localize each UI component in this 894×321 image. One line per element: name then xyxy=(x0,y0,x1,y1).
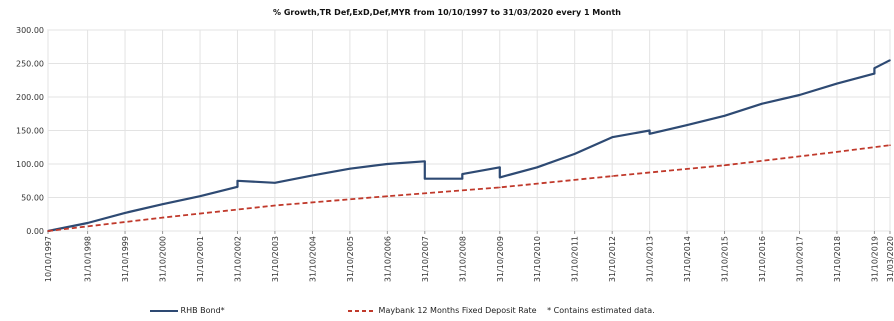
legend-swatch-maybank xyxy=(348,309,376,312)
data-point xyxy=(761,102,763,105)
data-point xyxy=(499,186,501,189)
data-point xyxy=(873,72,876,75)
data-point xyxy=(424,177,426,180)
data-point xyxy=(648,129,651,132)
y-tick-label: 150.00 xyxy=(16,127,44,136)
x-tick-label: 31/10/2002 xyxy=(233,236,242,282)
data-point xyxy=(686,124,688,126)
grid-lines xyxy=(47,29,891,232)
x-tick-label: 31/10/2005 xyxy=(346,236,355,282)
x-tick-label: 31/10/2011 xyxy=(571,236,580,282)
data-point xyxy=(161,203,164,205)
series-line-rhb-bond xyxy=(47,59,891,233)
series-group xyxy=(47,59,891,233)
y-tick-label: 200.00 xyxy=(16,93,44,102)
x-axis: 10/10/1997 31/10/1998 31/10/1999 31/10/2000… xyxy=(44,231,894,282)
x-tick-label: 31/10/2012 xyxy=(608,236,617,282)
data-point xyxy=(47,230,49,232)
y-axis: 0.00 50.00 100.00 150.00 200.00 250.00 300.00 xyxy=(16,26,44,236)
data-point xyxy=(611,175,613,177)
data-point xyxy=(161,216,164,219)
x-tick-label: 31/10/2000 xyxy=(159,236,168,282)
data-point xyxy=(274,182,276,184)
data-point xyxy=(648,133,651,135)
chart-title: % Growth,TR Def,ExD,Def,MYR from 10/10/1… xyxy=(273,8,621,17)
legend-item-maybank: Maybank 12 Months Fixed Deposit Rate * C… xyxy=(348,306,655,315)
x-tick-label: 31/03/2020 xyxy=(886,236,894,282)
series-line-maybank-fd xyxy=(47,144,891,232)
legend-item-rhb: RHB Bond* xyxy=(150,306,225,315)
legend-label-rhb: RHB Bond* xyxy=(180,306,225,315)
data-point xyxy=(889,59,891,61)
x-tick-label: 31/10/2003 xyxy=(271,236,280,282)
x-tick-label: 31/10/2014 xyxy=(683,236,692,282)
data-point xyxy=(424,160,426,163)
y-tick-label: 300.00 xyxy=(16,26,44,35)
estimated-note: * Contains estimated data. xyxy=(547,306,655,315)
data-point xyxy=(461,177,464,180)
x-tick-label: 31/10/2006 xyxy=(383,236,392,282)
data-point xyxy=(386,163,389,165)
x-tick-label: 31/10/2017 xyxy=(796,236,805,282)
data-point xyxy=(274,204,276,207)
x-tick-label: 31/10/2015 xyxy=(721,236,730,282)
x-tick-label: 31/10/1999 xyxy=(121,236,130,282)
data-point xyxy=(536,166,538,169)
data-point xyxy=(386,195,389,197)
data-point xyxy=(573,153,576,155)
x-tick-label: 31/10/1998 xyxy=(84,236,93,282)
data-point xyxy=(86,222,89,224)
x-tick-label: 31/10/2008 xyxy=(458,236,467,282)
data-point xyxy=(499,166,501,169)
data-point xyxy=(873,67,876,69)
x-tick-label: 31/10/2007 xyxy=(421,236,430,282)
data-point xyxy=(723,164,726,167)
x-tick-label: 31/10/2010 xyxy=(533,236,542,282)
x-tick-label: 31/10/2004 xyxy=(308,236,317,282)
data-point xyxy=(723,115,726,117)
y-tick-label: 50.00 xyxy=(21,194,44,203)
legend-swatch-rhb xyxy=(150,309,178,312)
x-tick-label: 10/10/1997 xyxy=(44,236,53,282)
data-point xyxy=(311,174,314,177)
data-point xyxy=(236,180,239,182)
data-point xyxy=(461,173,464,175)
y-tick-label: 0.00 xyxy=(26,227,44,236)
y-tick-label: 250.00 xyxy=(16,60,44,69)
y-tick-label: 100.00 xyxy=(16,160,44,169)
data-point xyxy=(836,151,838,153)
data-point xyxy=(836,82,838,85)
legend-label-maybank: Maybank 12 Months Fixed Deposit Rate xyxy=(378,306,537,315)
x-tick-label: 31/10/2013 xyxy=(646,236,655,282)
x-tick-label: 31/10/2009 xyxy=(496,236,505,282)
x-tick-label: 31/10/2001 xyxy=(196,236,205,282)
data-point xyxy=(199,195,201,197)
data-point xyxy=(349,167,351,170)
data-point xyxy=(236,186,239,188)
data-point xyxy=(124,212,126,214)
x-tick-label: 31/10/2016 xyxy=(758,236,767,282)
x-tick-label: 31/10/2018 xyxy=(833,236,842,282)
data-point xyxy=(798,94,801,96)
data-point xyxy=(611,136,613,138)
data-point xyxy=(889,144,891,146)
data-point xyxy=(499,176,501,179)
x-tick-label: 31/10/2019 xyxy=(870,236,879,282)
